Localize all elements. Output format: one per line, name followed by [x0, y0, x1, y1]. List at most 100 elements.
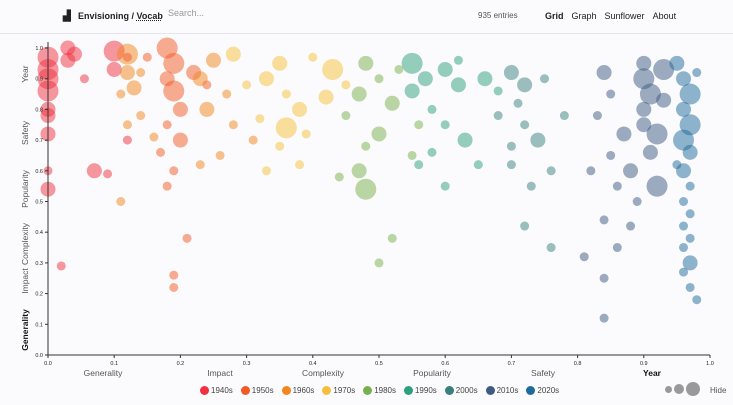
data-point[interactable] — [258, 71, 274, 87]
data-point[interactable] — [427, 104, 437, 114]
data-point[interactable] — [163, 80, 185, 102]
data-point[interactable] — [427, 147, 437, 157]
data-point[interactable] — [473, 160, 483, 170]
data-point[interactable] — [122, 120, 132, 130]
data-point[interactable] — [642, 144, 658, 160]
data-point[interactable] — [646, 175, 668, 197]
data-point[interactable] — [606, 89, 616, 99]
data-point[interactable] — [679, 243, 689, 253]
data-point[interactable] — [513, 98, 523, 108]
data-point[interactable] — [172, 132, 188, 148]
data-point[interactable] — [692, 68, 702, 78]
data-point[interactable] — [149, 132, 159, 142]
y-axis-option-safety[interactable]: Safety — [20, 120, 30, 145]
data-point[interactable] — [387, 233, 397, 243]
vocab-link[interactable]: Vocab — [136, 11, 163, 21]
data-point[interactable] — [669, 55, 685, 71]
data-point[interactable] — [477, 71, 493, 87]
data-point[interactable] — [79, 74, 89, 84]
data-point[interactable] — [66, 46, 82, 62]
data-point[interactable] — [192, 71, 208, 87]
hide-button[interactable]: Hide — [710, 386, 727, 395]
data-point[interactable] — [679, 83, 701, 105]
data-point[interactable] — [506, 160, 516, 170]
data-point[interactable] — [318, 89, 334, 105]
data-point[interactable] — [301, 129, 311, 139]
data-point[interactable] — [275, 141, 285, 151]
data-point[interactable] — [520, 221, 530, 231]
data-point[interactable] — [374, 74, 384, 84]
data-point[interactable] — [685, 209, 695, 219]
data-point[interactable] — [322, 58, 344, 80]
data-point[interactable] — [653, 58, 675, 80]
data-point[interactable] — [599, 215, 609, 225]
data-point[interactable] — [206, 52, 221, 68]
data-point[interactable] — [626, 221, 636, 231]
data-point[interactable] — [540, 74, 549, 84]
data-point[interactable] — [292, 101, 308, 117]
data-point[interactable] — [636, 55, 652, 71]
data-point[interactable] — [106, 61, 122, 77]
data-point[interactable] — [355, 178, 377, 200]
data-point[interactable] — [685, 282, 695, 292]
x-axis-option-safety[interactable]: Safety — [531, 368, 556, 378]
data-point[interactable] — [334, 172, 344, 182]
data-point[interactable] — [526, 181, 536, 191]
data-point[interactable] — [440, 120, 450, 130]
data-point[interactable] — [559, 111, 569, 121]
data-point[interactable] — [616, 126, 632, 142]
y-axis-option-popularity[interactable]: Popularity — [20, 169, 30, 208]
data-point[interactable] — [162, 181, 172, 191]
data-point[interactable] — [546, 243, 556, 253]
data-point[interactable] — [119, 65, 135, 81]
y-axis-option-generality[interactable]: Generality — [20, 309, 30, 351]
legend-item-1960s[interactable]: 1960s — [281, 386, 314, 395]
logo-icon[interactable]: ▟ — [63, 11, 71, 22]
data-point[interactable] — [136, 68, 146, 78]
data-point[interactable] — [404, 83, 420, 99]
data-point[interactable] — [222, 89, 232, 99]
data-point[interactable] — [169, 166, 179, 176]
data-point[interactable] — [182, 233, 192, 243]
data-point[interactable] — [639, 83, 661, 105]
data-point[interactable] — [371, 126, 387, 142]
data-point[interactable] — [275, 117, 297, 139]
data-point[interactable] — [636, 101, 652, 117]
data-point[interactable] — [679, 267, 689, 277]
data-point[interactable] — [414, 160, 424, 170]
legend-item-1990s[interactable]: 1990s — [403, 386, 437, 395]
data-point[interactable] — [341, 111, 351, 121]
y-axis-option-year[interactable]: Year — [20, 65, 30, 82]
x-axis-option-impact[interactable]: Impact — [207, 368, 233, 378]
data-point[interactable] — [414, 120, 424, 130]
x-axis-option-complexity[interactable]: Complexity — [302, 368, 345, 378]
data-point[interactable] — [623, 163, 639, 179]
data-point[interactable] — [156, 147, 166, 157]
data-point[interactable] — [453, 55, 463, 65]
x-axis-option-generality[interactable]: Generality — [84, 368, 123, 378]
data-point[interactable] — [308, 52, 318, 62]
x-axis-option-popularity[interactable]: Popularity — [413, 368, 452, 378]
data-point[interactable] — [636, 117, 652, 133]
data-point[interactable] — [586, 166, 596, 176]
data-point[interactable] — [384, 95, 400, 111]
brand[interactable]: Envisioning / Vocab — [78, 11, 163, 21]
data-point[interactable] — [358, 55, 374, 71]
data-point[interactable] — [199, 101, 215, 117]
legend-item-1940s[interactable]: 1940s — [200, 386, 233, 395]
data-point[interactable] — [394, 64, 404, 74]
data-point[interactable] — [612, 181, 622, 191]
data-point[interactable] — [142, 52, 152, 62]
data-point[interactable] — [503, 65, 519, 81]
data-point[interactable] — [417, 71, 433, 87]
data-point[interactable] — [116, 89, 126, 99]
data-point[interactable] — [672, 160, 682, 170]
y-axis-option-complexity[interactable]: Complexity — [20, 222, 30, 265]
legend-item-2020s[interactable]: 2020s — [526, 386, 559, 395]
data-point[interactable] — [599, 273, 609, 283]
legend-item-1970s[interactable]: 1970s — [322, 386, 355, 395]
data-point[interactable] — [493, 111, 503, 121]
legend-item-2010s[interactable]: 2010s — [485, 386, 518, 395]
data-point[interactable] — [676, 71, 692, 87]
data-point[interactable] — [437, 61, 453, 77]
